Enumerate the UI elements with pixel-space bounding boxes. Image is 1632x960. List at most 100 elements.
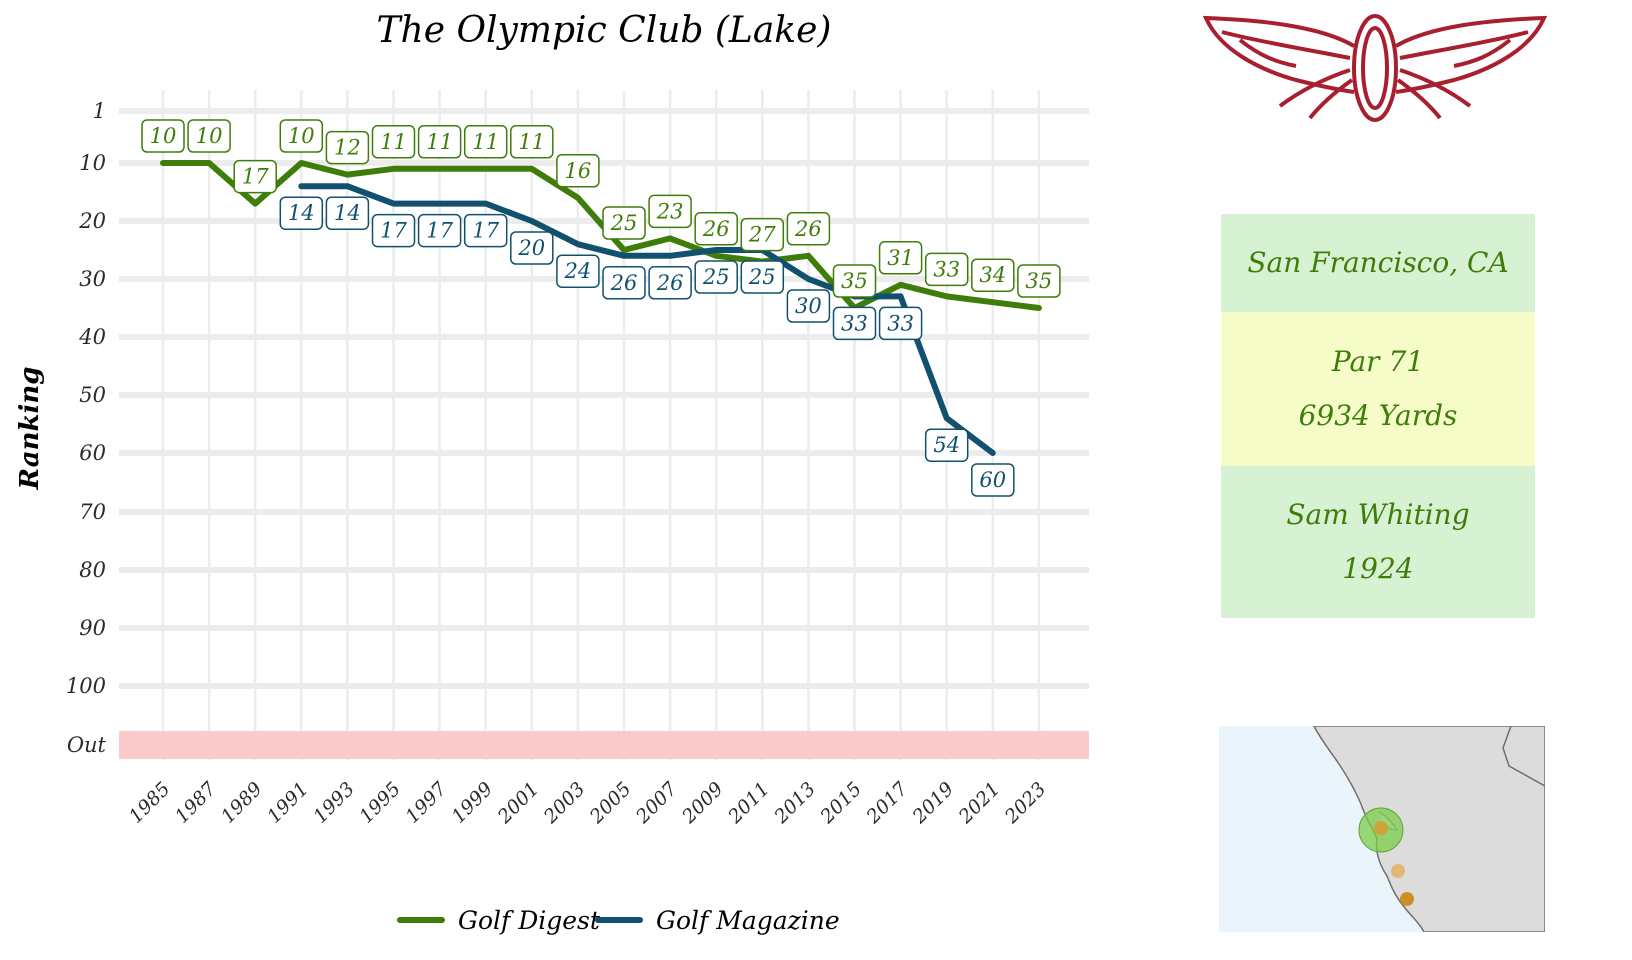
- x-tick-label: 1997: [401, 777, 451, 827]
- y-tick-label: 20: [78, 209, 106, 233]
- data-label: 27: [748, 223, 776, 247]
- data-label: 17: [380, 219, 407, 243]
- par-text: Par 71: [1331, 345, 1425, 378]
- data-label: 60: [979, 468, 1006, 492]
- course-marker: [1391, 864, 1405, 878]
- data-label-box: [1017, 264, 1061, 298]
- data-label-box: [924, 252, 969, 287]
- data-label-box: [510, 125, 554, 159]
- y-tick-label: 40: [78, 325, 106, 349]
- x-tick-label: 2013: [769, 778, 819, 828]
- y-tick-label: 50: [79, 383, 106, 407]
- data-label: 33: [841, 311, 868, 335]
- series-lines: [160, 160, 1042, 456]
- architect-panel: Sam Whiting 1924: [1221, 466, 1535, 618]
- data-label-box: [740, 260, 785, 294]
- x-tick-label: 2011: [723, 778, 773, 828]
- winged-o-logo-icon: [1202, 14, 1548, 122]
- data-label-box: [832, 306, 877, 341]
- y-tick-label: 90: [79, 616, 106, 640]
- data-label: 31: [887, 246, 914, 270]
- data-label: 14: [334, 201, 361, 225]
- data-label: 34: [979, 263, 1006, 287]
- y-tick-label: 100: [66, 674, 106, 698]
- x-tick-label: 1989: [217, 778, 267, 828]
- data-label: 26: [656, 271, 684, 295]
- x-tick-label: 1987: [171, 777, 221, 827]
- data-label-box: [786, 212, 831, 246]
- data-label: 11: [380, 130, 407, 154]
- data-label: 20: [517, 236, 545, 260]
- course-marker: [1400, 892, 1414, 906]
- data-label: 11: [518, 130, 545, 154]
- data-label-box: [832, 264, 877, 298]
- data-label-box: [648, 266, 692, 300]
- x-tick-label: 2001: [493, 778, 543, 828]
- data-label-box: [556, 154, 600, 188]
- data-label: 16: [565, 159, 592, 183]
- legend-label: Golf Magazine: [656, 906, 840, 935]
- data-label-box: [694, 212, 738, 246]
- data-label: 11: [426, 130, 453, 154]
- y-tick-label: 70: [79, 500, 106, 524]
- x-tick-label: 2019: [908, 778, 958, 828]
- data-label-box: [971, 463, 1015, 497]
- series-line: [160, 160, 1042, 311]
- location-text: San Francisco, CA: [1247, 246, 1509, 279]
- data-label: 25: [748, 265, 776, 289]
- data-label-box: [463, 213, 508, 248]
- data-label-box: [417, 125, 462, 159]
- data-label-box: [141, 119, 185, 153]
- data-label-box: [694, 260, 738, 294]
- california-coast-map-icon: [1219, 726, 1545, 932]
- data-label: 17: [242, 165, 269, 189]
- data-label-box: [602, 266, 646, 300]
- data-label: 10: [196, 124, 223, 148]
- course-marker: [1374, 821, 1388, 835]
- data-label-box: [924, 428, 969, 462]
- chart-title: The Olympic Club (Lake): [377, 10, 832, 51]
- data-label: 35: [1026, 269, 1053, 293]
- y-tick-label: 10: [79, 151, 106, 175]
- data-label: 54: [933, 433, 960, 457]
- y-tick-label: 30: [79, 267, 106, 291]
- x-tick-label: 1999: [447, 778, 497, 828]
- data-label-box: [971, 258, 1015, 292]
- data-label: 26: [702, 217, 730, 241]
- data-label-box: [417, 213, 462, 248]
- data-label: 30: [795, 294, 822, 318]
- data-label-box: [602, 206, 646, 240]
- x-tick-label: 2009: [677, 778, 727, 828]
- x-tick-label: 2007: [631, 777, 682, 828]
- data-label: 33: [933, 257, 960, 281]
- data-label-box: [740, 217, 785, 252]
- data-label-box: [279, 196, 324, 230]
- year-text: 1924: [1342, 552, 1414, 585]
- y-axis-label: Ranking: [15, 367, 45, 491]
- x-tick-label: 1985: [125, 778, 175, 828]
- chart-legend: Golf Digest Golf Magazine: [397, 906, 840, 935]
- data-label: 17: [426, 219, 453, 243]
- x-axis-ticks: 1985198719891991199319951997199920012003…: [125, 777, 1051, 828]
- data-label: 35: [841, 269, 868, 293]
- data-label: 26: [794, 217, 822, 241]
- x-tick-label: 1993: [309, 778, 359, 828]
- data-label: 26: [610, 271, 638, 295]
- data-label: 25: [702, 265, 730, 289]
- y-tick-label: 80: [79, 558, 106, 582]
- y-tick-label: Out: [67, 733, 107, 757]
- x-tick-label: 2005: [585, 778, 635, 828]
- x-tick-label: 2015: [816, 778, 866, 828]
- x-tick-label: 2023: [1000, 778, 1050, 828]
- data-label-box: [371, 213, 416, 248]
- data-label-box: [325, 196, 370, 230]
- data-label-box: [233, 159, 277, 194]
- data-label-box: [510, 231, 554, 265]
- data-label: 11: [472, 130, 499, 154]
- x-tick-label: 2003: [539, 778, 589, 828]
- data-label-box: [279, 119, 324, 153]
- x-tick-label: 1991: [263, 778, 313, 828]
- data-label: 14: [288, 201, 315, 225]
- data-label: 17: [472, 219, 499, 243]
